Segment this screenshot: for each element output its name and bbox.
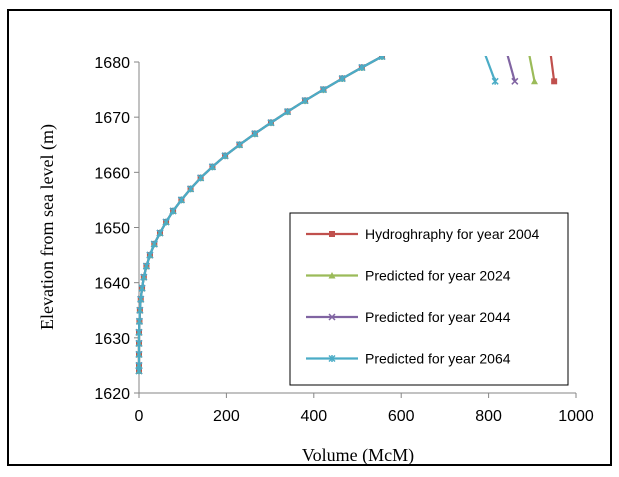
x-tick-label: 600 (388, 408, 415, 425)
data-point (135, 361, 143, 369)
legend-label: Hydroghraphy for year 2004 (365, 226, 540, 242)
x-tick-label: 1000 (558, 408, 594, 425)
y-tick-label: 1630 (94, 331, 130, 348)
data-point (138, 284, 146, 292)
legend-entry: Hydroghraphy for year 2004 (306, 226, 540, 242)
data-point (142, 262, 150, 270)
x-tick-label: 0 (135, 408, 144, 425)
data-point (319, 86, 327, 94)
x-tick-label: 400 (300, 408, 327, 425)
y-tick-label: 1620 (94, 386, 130, 403)
data-point (135, 317, 143, 325)
data-point (530, 77, 538, 85)
data-point (490, 0, 496, 4)
x-tick-label: 200 (213, 408, 240, 425)
data-point (140, 273, 148, 281)
y-tick-label: 1650 (94, 221, 130, 238)
data-point (137, 295, 145, 303)
data-point (491, 77, 499, 85)
data-point (146, 251, 154, 259)
y-tick-label: 1680 (94, 55, 130, 72)
data-point (221, 152, 229, 160)
data-point (551, 78, 558, 85)
data-point (135, 339, 143, 347)
data-point (150, 240, 158, 248)
legend-entry: Predicted for year 2064 (306, 351, 511, 367)
data-point (208, 163, 216, 171)
data-point (235, 141, 244, 149)
data-point (490, 0, 496, 4)
legend-label: Predicted for year 2024 (365, 268, 511, 284)
legend-entry: Predicted for year 2044 (306, 309, 511, 325)
data-point (358, 63, 366, 72)
data-point (378, 56, 386, 61)
y-tick-label: 1670 (94, 110, 130, 127)
data-point (251, 130, 259, 138)
legend-box (289, 212, 569, 386)
data-point (329, 231, 335, 237)
legend-label: Predicted for year 2044 (365, 309, 511, 325)
x-axis-label: Volume (McM) (302, 445, 414, 466)
data-point (301, 97, 309, 105)
data-point (284, 108, 292, 116)
data-point (328, 313, 336, 321)
data-point (162, 218, 170, 226)
y-axis-label: Elevation from sea level (m) (37, 124, 58, 330)
series-4 (135, 56, 499, 375)
data-point (177, 196, 185, 204)
data-point (135, 350, 143, 358)
legend-entry: Predicted for year 2024 (306, 268, 511, 284)
data-point (169, 207, 177, 215)
legend-label: Predicted for year 2064 (365, 351, 511, 367)
data-point (135, 328, 143, 336)
y-tick-label: 1660 (94, 165, 130, 182)
x-tick-label: 800 (475, 408, 502, 425)
data-point (328, 272, 336, 279)
data-point (489, 0, 496, 4)
data-point (156, 229, 164, 237)
data-point (338, 75, 346, 83)
data-point (197, 174, 205, 182)
data-point (328, 354, 336, 363)
data-point (187, 185, 195, 193)
data-point (136, 306, 144, 314)
data-point (267, 119, 275, 127)
y-tick-label: 1640 (94, 276, 130, 293)
data-point (511, 77, 519, 85)
